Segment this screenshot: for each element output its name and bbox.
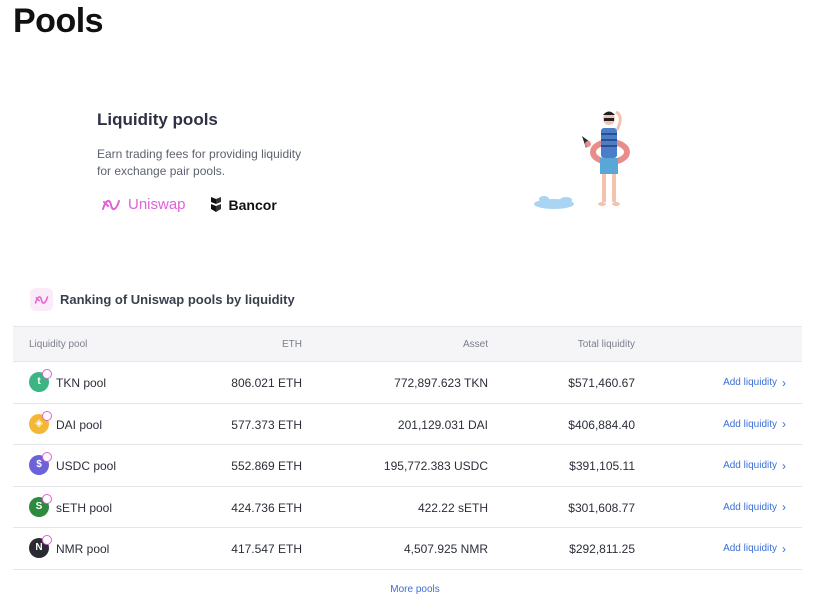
chevron-right-icon: › (782, 375, 786, 390)
asset-amount: 201,129.031 DAI (397, 417, 488, 432)
uniswap-mini-icon (42, 493, 52, 504)
ranking-badge (30, 288, 53, 311)
asset-amount: 4,507.925 NMR (403, 542, 488, 556)
brand-links: Uniswap Bancor (101, 196, 301, 213)
add-liquidity-label: Add liquidity (723, 418, 777, 430)
uniswap-mini-icon (42, 369, 52, 379)
token-symbol: ◈ (35, 417, 43, 429)
pool-name: NMR pool (56, 542, 110, 556)
token-symbol: S (35, 500, 43, 512)
uniswap-label: Uniswap (128, 196, 186, 213)
uniswap-mini-icon (42, 452, 52, 462)
more-pools-link[interactable]: More pools (390, 584, 440, 595)
pool-name: TKN pool (56, 376, 107, 390)
bancor-label: Bancor (228, 196, 277, 213)
token-symbol: t (37, 376, 41, 387)
header-liquidity-pool: Liquidity pool (29, 339, 88, 350)
add-liquidity-button[interactable]: Add liquidity › (723, 458, 786, 473)
chevron-right-icon: › (782, 417, 786, 431)
uniswap-mini-icon (42, 535, 52, 545)
asset-amount: 195,772.383 USDC (383, 459, 488, 473)
table-row: S sETH pool 424.736 ETH 422.22 sETH $301… (13, 487, 802, 528)
hero-description: Earn trading fees for providing liquidit… (97, 147, 302, 178)
nmr-token-icon: N (29, 535, 52, 558)
eth-amount: 424.736 ETH (231, 500, 302, 515)
dai-token-icon: ◈ (29, 410, 52, 434)
table-row: $ USDC pool 552.869 ETH 195,772.383 USDC… (13, 445, 802, 487)
bancor-link[interactable]: Bancor (210, 196, 277, 213)
header-asset: Asset (462, 339, 488, 350)
table-row: ◈ DAI pool 577.373 ETH 201,129.031 DAI $… (13, 404, 802, 445)
pool-name: sETH pool (56, 500, 113, 515)
header-eth: ETH (282, 339, 302, 350)
add-liquidity-button[interactable]: Add liquidity › (723, 375, 786, 390)
chevron-right-icon: › (782, 541, 786, 556)
pool-name: USDC pool (56, 459, 117, 473)
asset-amount: 422.22 sETH (417, 500, 488, 515)
table-header: Liquidity pool ETH Asset Total liquidity (13, 326, 802, 362)
pool-name: DAI pool (56, 417, 103, 432)
hero-title: Liquidity pools (97, 110, 218, 129)
chevron-right-icon: › (782, 458, 786, 473)
add-liquidity-label: Add liquidity (723, 501, 777, 513)
asset-amount: 772,897.623 TKN (394, 376, 488, 390)
uniswap-icon (34, 295, 49, 304)
token-symbol: N (35, 542, 43, 553)
token-symbol: $ (36, 459, 42, 470)
eth-amount: 806.021 ETH (231, 376, 302, 390)
total-liquidity: $292,811.25 (569, 542, 635, 556)
uniswap-icon (102, 199, 120, 210)
total-liquidity: $406,884.40 (568, 417, 635, 432)
total-liquidity: $571,460.67 (568, 376, 635, 390)
header-total-liquidity: Total liquidity (577, 339, 635, 350)
ranking-header: Ranking of Uniswap pools by liquidity (30, 288, 295, 311)
add-liquidity-label: Add liquidity (723, 543, 777, 554)
uniswap-mini-icon (42, 410, 52, 421)
hero-section: Liquidity pools Earn trading fees for pr… (97, 110, 357, 180)
add-liquidity-button[interactable]: Add liquidity › (723, 500, 786, 514)
table-row: t TKN pool 806.021 ETH 772,897.623 TKN $… (13, 362, 802, 404)
tkn-token-icon: t (29, 369, 52, 392)
pools-table: Liquidity pool ETH Asset Total liquidity… (13, 326, 802, 570)
page-title: Pools (13, 2, 104, 40)
eth-amount: 417.547 ETH (231, 542, 302, 556)
table-row: N NMR pool 417.547 ETH 4,507.925 NMR $29… (13, 528, 802, 570)
add-liquidity-button[interactable]: Add liquidity › (723, 541, 786, 556)
bancor-icon (210, 197, 221, 212)
add-liquidity-label: Add liquidity (723, 460, 777, 471)
usdc-token-icon: $ (29, 452, 52, 475)
total-liquidity: $301,608.77 (568, 500, 635, 515)
add-liquidity-button[interactable]: Add liquidity › (723, 417, 786, 431)
add-liquidity-label: Add liquidity (723, 377, 777, 388)
swimmer-illustration (534, 110, 630, 209)
eth-amount: 577.373 ETH (231, 417, 302, 432)
uniswap-link[interactable]: Uniswap (101, 196, 186, 213)
eth-amount: 552.869 ETH (231, 459, 302, 473)
chevron-right-icon: › (782, 500, 786, 514)
total-liquidity: $391,105.11 (569, 459, 635, 473)
seth-token-icon: S (29, 493, 52, 517)
ranking-title: Ranking of Uniswap pools by liquidity (60, 292, 295, 307)
